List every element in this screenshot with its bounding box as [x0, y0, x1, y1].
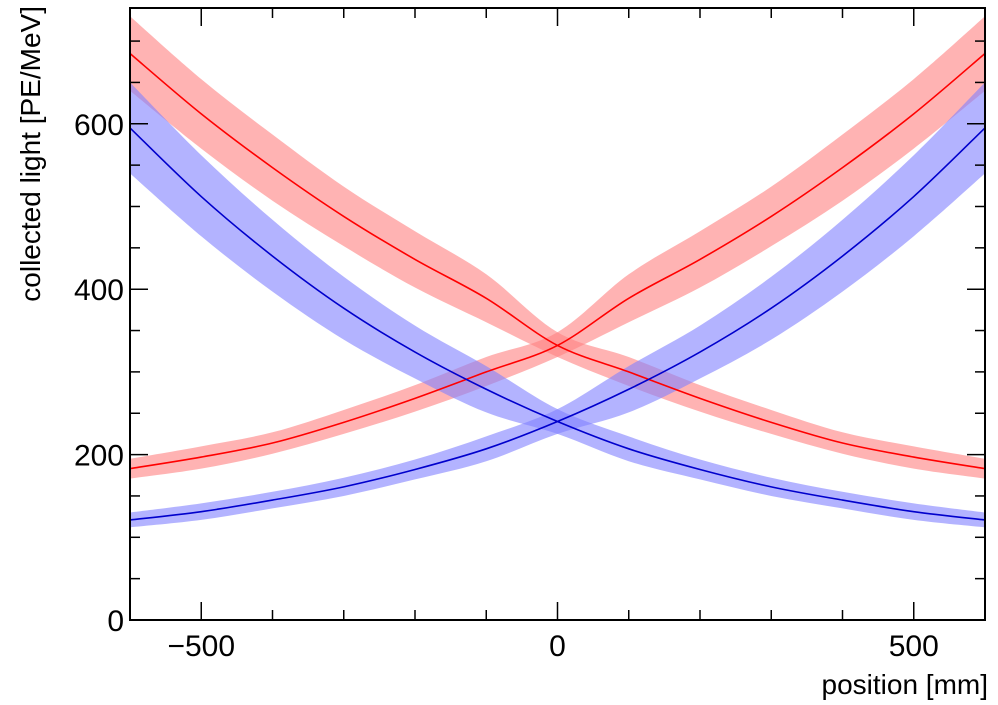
x-tick-label: 0: [549, 630, 566, 663]
tick-labels: −500 0 500 0 200 400 600: [74, 109, 939, 663]
y-tick-label: 400: [74, 274, 124, 307]
x-tick-label: 500: [889, 630, 939, 663]
y-axis-label: collected light [PE/MeV]: [15, 6, 46, 302]
y-tick-label: 200: [74, 440, 124, 473]
series-3-band: [130, 82, 985, 528]
series-3-line: [129, 127, 986, 521]
series-1-line: [129, 52, 986, 470]
y-tick-label: 0: [107, 605, 124, 638]
axis-ticks: [129, 8, 986, 621]
series-4-line: [129, 127, 986, 521]
x-tick-label: −500: [167, 630, 235, 663]
y-tick-label: 600: [74, 109, 124, 142]
series-4-band: [130, 82, 985, 528]
x-axis-label: position [mm]: [822, 669, 989, 700]
series-2-line: [129, 52, 986, 470]
series-lines: [129, 52, 986, 521]
error-bands: [130, 16, 985, 528]
